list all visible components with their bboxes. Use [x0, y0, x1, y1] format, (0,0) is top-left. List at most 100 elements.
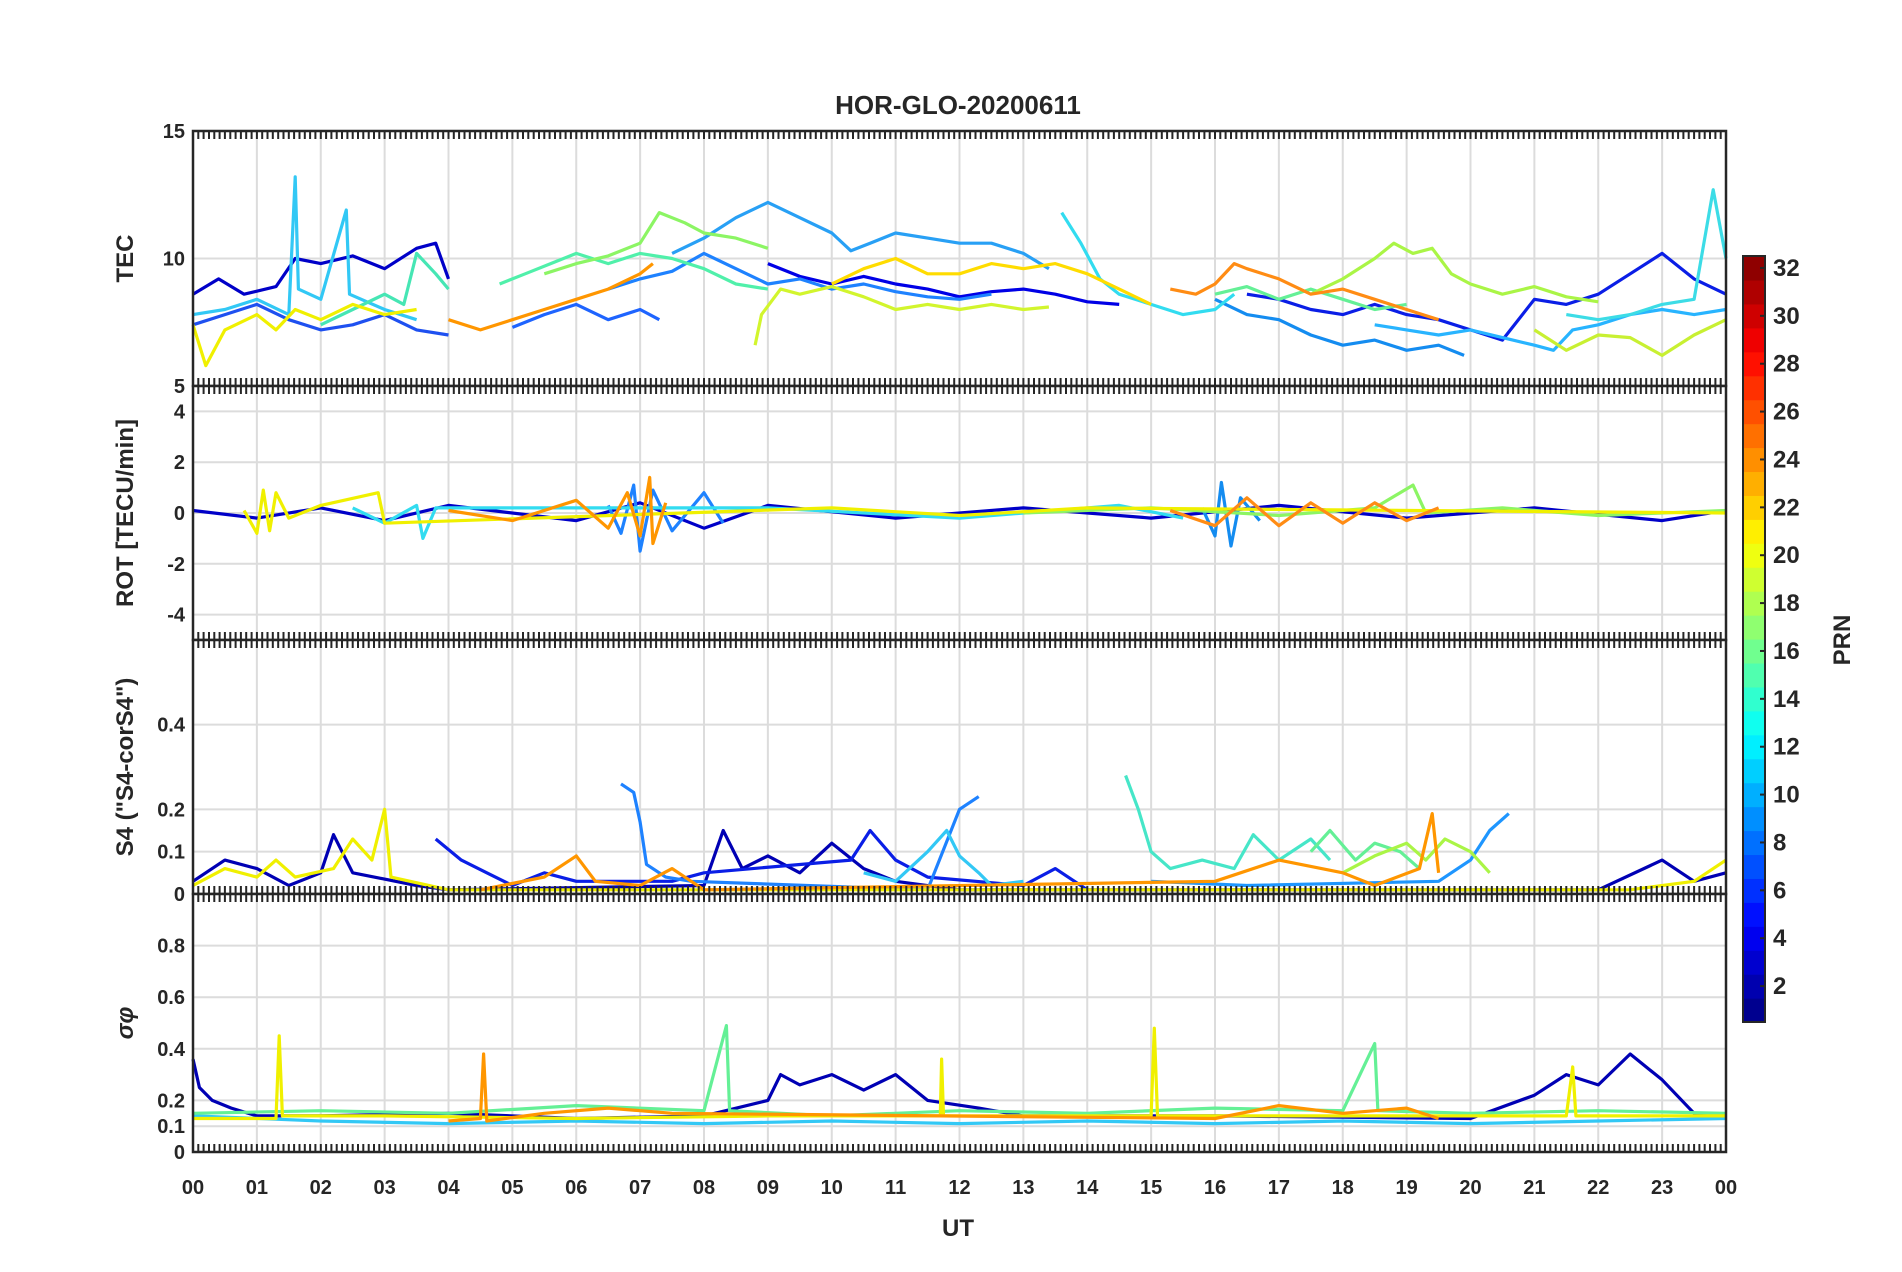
x-tick-label: 20 — [1459, 1177, 1481, 1199]
minor-tick-marks — [192, 131, 1727, 386]
colorbar-label: PRN — [1829, 615, 1856, 666]
colorbar-segment — [1743, 926, 1765, 951]
y-tick-label: 0.6 — [157, 987, 185, 1009]
colorbar-segment — [1743, 327, 1765, 353]
x-tick-label: 21 — [1523, 1177, 1545, 1199]
x-tick-label: 02 — [310, 1177, 332, 1199]
y-tick-label: 0.2 — [157, 1090, 185, 1112]
x-axis-label: UT — [942, 1215, 974, 1242]
colorbar-segment — [1743, 950, 1765, 975]
colorbar-tick-label: 10 — [1773, 782, 1800, 809]
x-tick-label: 05 — [501, 1177, 523, 1199]
x-tick-label: 00 — [182, 1177, 204, 1199]
y-tick-label: 0 — [174, 884, 185, 906]
series-line-prn-14 — [1124, 774, 1332, 871]
minor-ticks — [192, 386, 1727, 640]
series-line-prn-9 — [1214, 297, 1465, 357]
colorbar-tick-label: 24 — [1773, 446, 1800, 473]
colorbar-segment — [1743, 686, 1765, 712]
y-tick-label: 4 — [174, 401, 186, 423]
y-axis-label-s4: S4 ("S4-corS4") — [112, 678, 139, 857]
y-axis-label-tec: TEC — [112, 235, 139, 283]
colorbar-segment — [1743, 351, 1765, 377]
y-tick-label: 0.4 — [157, 715, 186, 737]
series-line-prn-12 — [863, 828, 1024, 888]
series-line-prn-13 — [1566, 188, 1728, 322]
colorbar-segment — [1743, 471, 1765, 496]
colorbar-segment — [1743, 806, 1765, 832]
panel-sigma_phi: 0 0.1 0.2 0.4 0.6 0.8 σφ — [112, 892, 1728, 1164]
colorbar-segment — [1743, 567, 1765, 592]
y-tick-label: -2 — [167, 554, 185, 576]
colorbar-segment — [1743, 734, 1765, 760]
series-line-prn-19 — [1533, 318, 1727, 357]
colorbar-frame — [1742, 255, 1766, 1023]
colorbar-tick-label: 16 — [1773, 638, 1800, 665]
colorbar-tick-label: 26 — [1773, 399, 1800, 426]
colorbar-segment — [1743, 782, 1765, 808]
y-tick-label: 0.2 — [157, 799, 185, 821]
colorbar-tick-label: 18 — [1773, 590, 1800, 617]
x-tick-label: 14 — [1076, 1177, 1099, 1199]
y-tick-label: 10 — [163, 249, 185, 271]
series-line-prn-13 — [1060, 211, 1236, 317]
colorbar-tick-label: 8 — [1773, 829, 1786, 856]
colorbar-segment — [1743, 543, 1765, 568]
y-tick-label: 0.4 — [157, 1039, 186, 1061]
series-line-prn-20 — [242, 488, 1727, 535]
colorbar-tick-label: 28 — [1773, 351, 1800, 378]
y-tick-label: 0.1 — [157, 842, 185, 864]
colorbar-tick-label: 22 — [1773, 494, 1800, 521]
series-line-prn-8 — [607, 251, 992, 301]
x-tick-label: 19 — [1396, 1177, 1418, 1199]
y-tick-label: 0.1 — [157, 1116, 185, 1138]
colorbar-segment — [1743, 758, 1765, 784]
series-line-prn-16 — [192, 1023, 1727, 1118]
y-tick-label: -4 — [167, 605, 186, 627]
panels: 5 10 15 TEC -4 -2 0 2 4 ROT [TECU/min] 0 0.1 0.2 0.4 S… — [112, 121, 1728, 1164]
series-line-prn-23 — [480, 811, 1441, 892]
colorbar-segment — [1743, 639, 1765, 664]
series-line-prn-18 — [1310, 241, 1599, 304]
colorbar-segment — [1743, 902, 1765, 927]
colorbar-segment — [1743, 662, 1765, 688]
series-line-prn-24 — [1169, 496, 1440, 528]
x-tick-label: 07 — [629, 1177, 651, 1199]
series-line-prn-16 — [1309, 828, 1421, 870]
x-tick-label: 22 — [1587, 1177, 1609, 1199]
colorbar-segment — [1743, 615, 1765, 640]
series-line-prn-8 — [606, 483, 725, 553]
colorbar-segment — [1743, 830, 1765, 856]
x-tick-label: 06 — [565, 1177, 587, 1199]
colorbar-segment — [1743, 591, 1765, 616]
series-line-prn-23 — [448, 262, 654, 332]
y-tick-label: 15 — [163, 121, 185, 143]
series-line-prn-19 — [753, 285, 1050, 346]
series-line-prn-6 — [192, 302, 449, 337]
chart-title: HOR-GLO-20200611 — [835, 90, 1081, 120]
series-line-prn-24 — [1169, 262, 1440, 322]
colorbar-segment — [1743, 256, 1765, 281]
colorbar-segment — [1743, 710, 1765, 736]
y-tick-label: 0 — [174, 503, 185, 525]
colorbar-segment — [1743, 303, 1765, 329]
colorbar-segment — [1743, 519, 1765, 544]
series-line-prn-3 — [434, 828, 1089, 892]
series-line-prn-11 — [1374, 307, 1727, 352]
series-line-prn-2 — [192, 501, 1727, 530]
x-tick-label: 16 — [1204, 1177, 1226, 1199]
colorbar-segment — [1743, 447, 1765, 473]
colorbar-tick-label: 14 — [1773, 686, 1800, 713]
x-tick-labels: 00 01 02 03 04 05 06 07 08 09 10 11 12 13 14 15 16 17 18 19… — [182, 1177, 1737, 1199]
series-line-prn-18 — [1342, 837, 1491, 875]
panel-s4: 0 0.1 0.2 0.4 S4 ("S4-corS4") — [112, 638, 1728, 906]
colorbar-segment — [1743, 998, 1765, 1023]
series-line-prn-23 — [448, 1052, 1440, 1123]
x-tick-label: 08 — [693, 1177, 715, 1199]
colorbar-segment — [1743, 854, 1765, 879]
x-tick-label: 00 — [1715, 1177, 1737, 1199]
x-tick-label: 01 — [246, 1177, 268, 1199]
colorbar-segment — [1743, 974, 1765, 999]
colorbar-tick-label: 12 — [1773, 734, 1800, 761]
colorbar-segment — [1743, 399, 1765, 425]
